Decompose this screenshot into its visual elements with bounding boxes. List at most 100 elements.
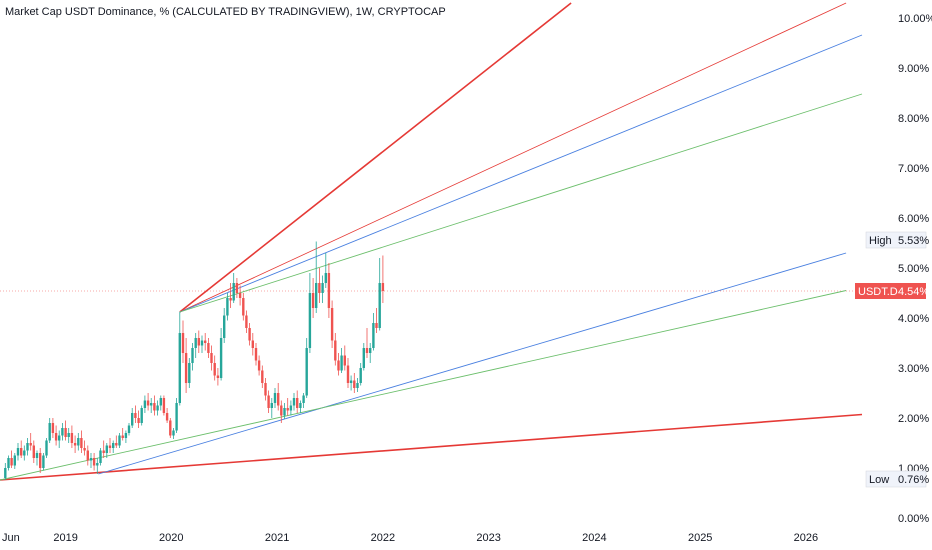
candle-body: [315, 283, 318, 308]
low-label: Low: [869, 474, 889, 486]
candle-body: [131, 413, 134, 426]
candle-body: [321, 283, 324, 293]
last-price-tag-bg: [855, 283, 926, 299]
candle: [165, 408, 169, 423]
candle: [48, 418, 51, 443]
candle-body: [45, 440, 48, 456]
candle: [375, 308, 378, 333]
candle-body: [302, 395, 305, 403]
candle: [134, 405, 137, 423]
candle: [124, 430, 128, 443]
candle-body: [277, 393, 280, 406]
candle-body: [359, 368, 362, 383]
candle: [315, 241, 318, 313]
candle-body: [143, 400, 147, 408]
candle: [23, 445, 26, 461]
candle: [213, 355, 216, 381]
candle: [273, 388, 277, 408]
low-tag: Low 0.76%: [865, 470, 929, 488]
candle-body: [229, 298, 232, 301]
candle-body: [127, 425, 131, 433]
candle: [365, 328, 369, 358]
trendline-6: [0, 290, 847, 481]
candle: [112, 440, 115, 453]
candle: [223, 308, 226, 343]
candle-body: [80, 438, 83, 448]
candle-body: [353, 380, 356, 388]
y-tick-label: 10.00%: [898, 13, 932, 25]
candle-body: [42, 455, 45, 468]
candle: [188, 358, 191, 388]
candle-body: [124, 433, 128, 438]
candle: [102, 440, 105, 458]
candle: [346, 358, 350, 388]
y-axis: 10.00% 9.00% 8.00% 7.00% 6.00% 5.00% 4.00% 3.00…: [898, 13, 932, 525]
candle: [169, 418, 172, 438]
candle-body: [327, 273, 331, 308]
candle: [251, 333, 254, 356]
candle-body: [162, 398, 166, 413]
candle: [108, 438, 112, 453]
candle-body: [251, 340, 254, 348]
candle: [216, 368, 220, 386]
candle: [204, 333, 207, 351]
candle: [16, 443, 20, 461]
candle: [318, 268, 321, 303]
candle-body: [216, 375, 220, 378]
trendlines: [0, 2, 863, 481]
candle: [67, 428, 70, 443]
y-tick-label: 8.00%: [898, 113, 929, 125]
candle: [115, 435, 118, 448]
candle: [248, 323, 251, 346]
candle-body: [299, 403, 302, 408]
y-tick-label: 6.00%: [898, 213, 929, 225]
candle-body: [261, 370, 264, 383]
candle-body: [311, 293, 315, 308]
candle-body: [32, 445, 35, 458]
candle: [330, 300, 334, 348]
candle-body: [121, 435, 124, 438]
candle: [353, 373, 356, 393]
candle-body: [86, 450, 89, 461]
candle: [184, 338, 188, 393]
candle-body: [238, 293, 242, 298]
candle-body: [118, 435, 121, 446]
candle: [334, 333, 337, 366]
candle: [96, 458, 99, 474]
candle: [83, 440, 86, 456]
candle: [178, 312, 181, 406]
candle-body: [372, 323, 375, 348]
candle-body: [207, 343, 210, 353]
candle-body: [223, 315, 226, 338]
candle: [181, 320, 185, 363]
candle-body: [89, 458, 93, 461]
candle-body: [58, 435, 61, 441]
candles: [4, 241, 385, 480]
y-tick-label: 0.00%: [898, 513, 929, 525]
candle-body: [324, 273, 327, 283]
candle: [131, 408, 134, 428]
candle-body: [296, 398, 299, 408]
candle-body: [184, 353, 188, 383]
candle-body: [267, 395, 270, 408]
candle: [308, 273, 312, 353]
candle-body: [10, 458, 13, 466]
candle-body: [16, 448, 20, 456]
candle: [267, 390, 270, 413]
y-tick-label: 3.00%: [898, 363, 929, 375]
candle: [327, 263, 331, 318]
candle: [280, 400, 283, 423]
x-tick-label: 2019: [53, 532, 77, 544]
candle: [42, 453, 45, 471]
candle-body: [219, 338, 223, 378]
candle-body: [343, 355, 346, 366]
candle-body: [337, 360, 340, 371]
candle: [194, 333, 197, 358]
candle: [264, 378, 267, 401]
candle-body: [375, 323, 378, 328]
y-tick-label: 4.00%: [898, 313, 929, 325]
y-tick-label: 2.00%: [898, 413, 929, 425]
candle-body: [140, 408, 143, 423]
y-tick-label: 9.00%: [898, 63, 929, 75]
